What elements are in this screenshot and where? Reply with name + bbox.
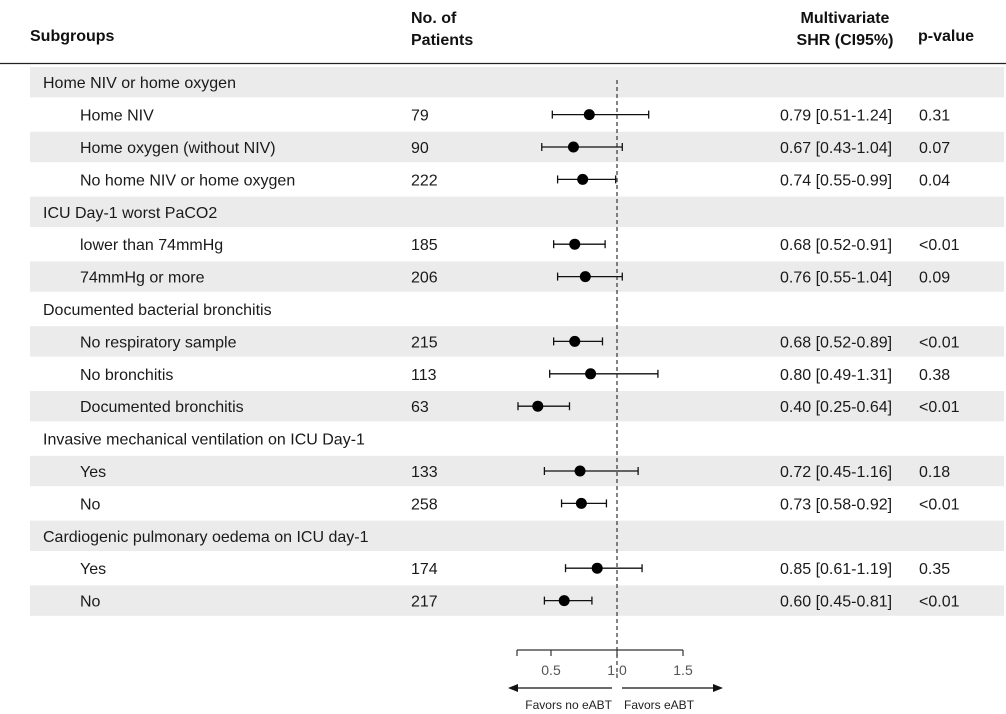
x-tick-label: 1.5	[673, 662, 693, 678]
favors-left-arrowhead	[508, 684, 518, 692]
subgroup-label: No respiratory sample	[80, 334, 237, 351]
patient-count: 174	[411, 561, 438, 578]
point-estimate	[583, 109, 595, 121]
patient-count: 258	[411, 496, 438, 513]
p-value: 0.04	[919, 172, 950, 189]
subgroup-label: Documented bronchitis	[80, 399, 244, 416]
p-value: 0.18	[919, 464, 950, 481]
point-estimate	[569, 238, 581, 250]
subgroup-label: No bronchitis	[80, 367, 173, 384]
row-background	[30, 520, 1004, 551]
point-estimate	[585, 368, 597, 380]
p-value: 0.09	[919, 270, 950, 287]
p-value: 0.31	[919, 108, 950, 125]
shr-ci-value: 0.60 [0.45-0.81]	[780, 594, 892, 611]
patient-count: 222	[411, 172, 438, 189]
favors-right-arrowhead	[713, 684, 723, 692]
x-tick-label: 1.0	[607, 662, 627, 678]
subgroup-label: lower than 74mmHg	[80, 237, 223, 254]
subgroup-label: 74mmHg or more	[80, 270, 205, 287]
header-shr: Multivariate SHR (CI95%)	[780, 8, 910, 52]
point-estimate	[579, 271, 591, 283]
shr-ci-value: 0.80 [0.49-1.31]	[780, 367, 892, 384]
subgroup-label: Home oxygen (without NIV)	[80, 140, 276, 157]
group-label: Documented bacterial bronchitis	[43, 302, 272, 319]
row-background	[30, 455, 1004, 487]
header-pvalue: p-value	[918, 28, 975, 45]
header-patients: No. of Patients	[411, 8, 531, 52]
favors-left-label: Favors no eABT	[525, 698, 612, 712]
group-label: Invasive mechanical ventilation on ICU D…	[43, 432, 365, 449]
shr-ci-value: 0.85 [0.61-1.19]	[780, 561, 892, 578]
point-estimate	[575, 497, 587, 509]
shr-ci-value: 0.68 [0.52-0.91]	[780, 237, 892, 254]
header-patients-line2: Patients	[411, 32, 474, 49]
row-background	[30, 67, 1004, 98]
subgroup-label: Yes	[80, 464, 106, 481]
p-value: 0.35	[919, 561, 950, 578]
row-background	[30, 585, 1004, 616]
patient-count: 206	[411, 270, 438, 287]
point-estimate	[567, 141, 579, 153]
p-value: <0.01	[919, 334, 960, 351]
row-background	[30, 196, 1004, 227]
subgroup-label: Home NIV	[80, 108, 154, 125]
shr-ci-value: 0.76 [0.55-1.04]	[780, 270, 892, 287]
group-label: Home NIV or home oxygen	[43, 75, 236, 92]
p-value: <0.01	[919, 399, 960, 416]
header-shr-line2: SHR (CI95%)	[796, 32, 894, 49]
point-estimate	[591, 562, 603, 574]
row-background	[30, 391, 1004, 422]
group-label: Cardiogenic pulmonary oedema on ICU day-…	[43, 529, 369, 546]
point-estimate	[574, 465, 586, 477]
header-patients-line1: No. of	[411, 10, 457, 27]
patient-count: 133	[411, 464, 438, 481]
shr-ci-value: 0.73 [0.58-0.92]	[780, 496, 892, 513]
shr-ci-value: 0.79 [0.51-1.24]	[780, 108, 892, 125]
header-shr-line1: Multivariate	[800, 10, 890, 27]
patient-count: 113	[411, 367, 437, 384]
patient-count: 90	[411, 140, 429, 157]
p-value: <0.01	[919, 496, 960, 513]
subgroup-label: No home NIV or home oxygen	[80, 172, 295, 189]
p-value: 0.38	[919, 367, 950, 384]
point-estimate	[577, 173, 589, 185]
header-subgroups: Subgroups	[30, 28, 115, 45]
shr-ci-value: 0.74 [0.55-0.99]	[780, 172, 892, 189]
subgroup-label: No	[80, 594, 101, 611]
shr-ci-value: 0.72 [0.45-1.16]	[780, 464, 892, 481]
patient-count: 185	[411, 237, 438, 254]
subgroup-label: No	[80, 496, 101, 513]
patient-count: 217	[411, 594, 438, 611]
shr-ci-value: 0.67 [0.43-1.04]	[780, 140, 892, 157]
row-background	[30, 131, 1004, 163]
subgroup-label: Yes	[80, 561, 106, 578]
p-value: <0.01	[919, 237, 960, 254]
point-estimate	[558, 595, 570, 607]
x-tick-label: 0.5	[541, 662, 561, 678]
patient-count: 79	[411, 108, 429, 125]
p-value: 0.07	[919, 140, 950, 157]
patient-count: 63	[411, 399, 429, 416]
shr-ci-value: 0.40 [0.25-0.64]	[780, 399, 892, 416]
group-label: ICU Day-1 worst PaCO2	[43, 205, 217, 222]
point-estimate	[569, 335, 581, 347]
patient-count: 215	[411, 334, 438, 351]
favors-right-label: Favors eABT	[624, 698, 695, 712]
shr-ci-value: 0.68 [0.52-0.89]	[780, 334, 892, 351]
p-value: <0.01	[919, 594, 960, 611]
row-background	[30, 261, 1004, 292]
point-estimate	[532, 400, 544, 412]
row-background	[30, 326, 1004, 357]
